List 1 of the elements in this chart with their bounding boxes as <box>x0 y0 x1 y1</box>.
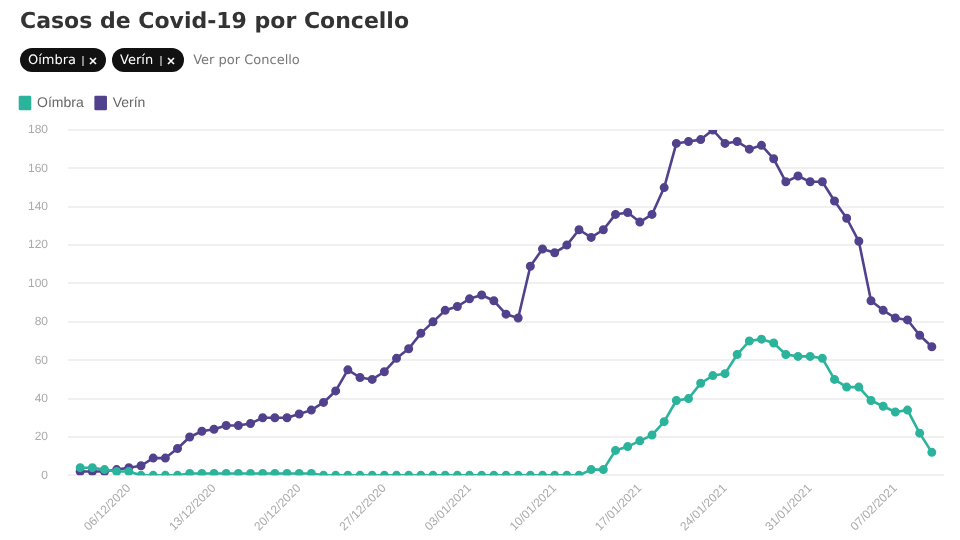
chart-title: Casos de Covid-19 por Concello <box>20 8 410 34</box>
